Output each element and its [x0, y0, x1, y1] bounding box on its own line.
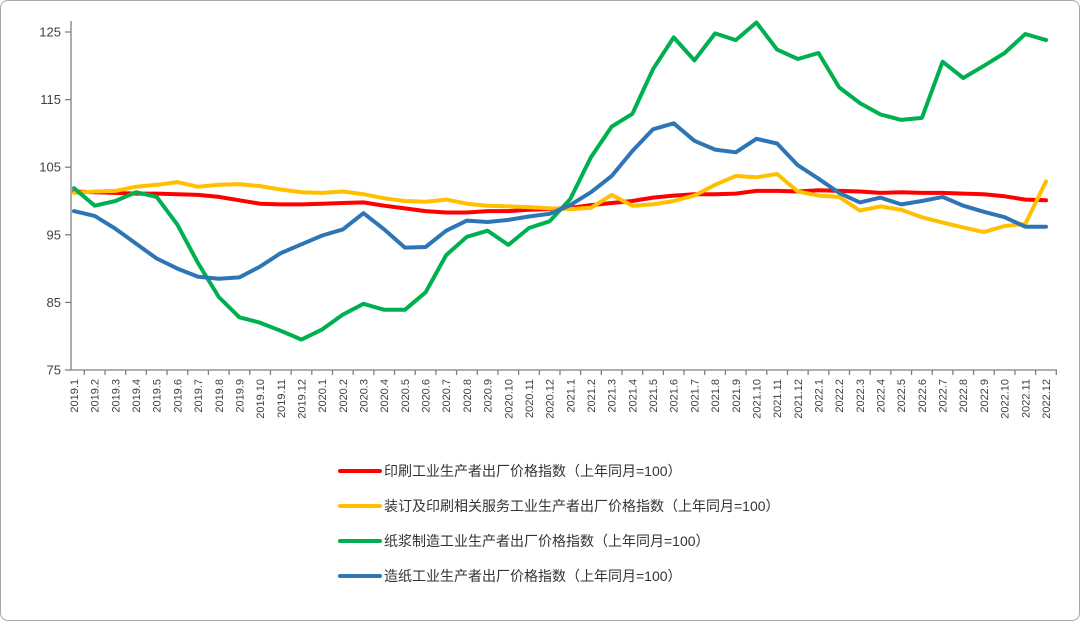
chart-legend: 印刷工业生产者出厂价格指数（上年同月=100） 装订及印刷相关服务工业生产者出厂价…	[338, 462, 780, 585]
series-line-pulp-manufacturing	[72, 20, 1048, 342]
x-tick-label: 2019.12	[296, 379, 308, 419]
x-tick-label: 2020.2	[338, 379, 350, 413]
x-tick-label: 2021.9	[731, 379, 743, 413]
x-tick-label: 2020.1	[317, 379, 329, 413]
x-tick-label: 2019.7	[193, 379, 205, 413]
legend-swatch-printing	[338, 469, 382, 473]
x-tick-label: 2020.9	[483, 379, 495, 413]
x-tick-label: 2020.10	[503, 379, 515, 419]
x-tick-label: 2022.1	[813, 379, 825, 413]
x-tick-label: 2019.9	[234, 379, 246, 413]
y-tick-label: 85	[47, 295, 61, 310]
x-tick-label: 2019.1	[69, 379, 81, 413]
x-tick-label: 2022.7	[938, 379, 950, 413]
x-tick-label: 2019.8	[214, 379, 226, 413]
legend-label-papermaking: 造纸工业生产者出厂价格指数（上年同月=100）	[384, 568, 682, 584]
y-tick-label: 125	[39, 25, 61, 40]
series-line-papermaking	[72, 121, 1048, 281]
x-tick-label: 2022.10	[1000, 379, 1012, 419]
x-tick-label: 2021.10	[751, 379, 763, 419]
x-tick-label: 2020.12	[545, 379, 557, 419]
y-tick-label: 95	[47, 227, 61, 242]
x-tick-label: 2020.3	[359, 379, 371, 413]
x-tick-label: 2021.1	[565, 379, 577, 413]
x-tick-label: 2020.5	[400, 379, 412, 413]
x-tick-label: 2021.6	[669, 379, 681, 413]
x-tick-label: 2022.3	[855, 379, 867, 413]
y-tick-label: 115	[40, 92, 61, 107]
legend-swatch-binding-services	[338, 504, 382, 508]
x-tick-label: 2022.8	[958, 379, 970, 413]
legend-swatch-papermaking	[338, 574, 382, 578]
y-tick-label: 105	[39, 160, 61, 175]
legend-item-papermaking: 造纸工业生产者出厂价格指数（上年同月=100）	[338, 567, 780, 585]
x-tick-label: 2022.6	[917, 379, 929, 413]
x-tick-label: 2019.2	[90, 379, 102, 413]
x-tick-label: 2019.6	[172, 379, 184, 413]
x-tick-label: 2022.2	[834, 379, 846, 413]
x-tick-label: 2021.7	[689, 379, 701, 413]
legend-item-pulp-manufacturing: 纸浆制造工业生产者出厂价格指数（上年同月=100）	[338, 532, 780, 550]
x-tick-label: 2020.4	[379, 379, 391, 413]
y-tick-label: 75	[47, 363, 61, 378]
legend-label-printing: 印刷工业生产者出厂价格指数（上年同月=100）	[384, 463, 682, 479]
x-tick-label: 2020.6	[421, 379, 433, 413]
x-tick-label: 2021.2	[586, 379, 598, 413]
x-tick-label: 2019.4	[131, 379, 143, 413]
x-tick-label: 2021.11	[772, 379, 784, 418]
legend-item-binding-services: 装订及印刷相关服务工业生产者出厂价格指数（上年同月=100）	[338, 497, 780, 515]
x-tick-label: 2021.4	[627, 379, 639, 413]
x-tick-label: 2020.7	[441, 379, 453, 413]
x-tick-label: 2022.4	[876, 379, 888, 413]
legend-label-pulp-manufacturing: 纸浆制造工业生产者出厂价格指数（上年同月=100）	[384, 533, 710, 549]
legend-swatch-pulp-manufacturing	[338, 539, 382, 543]
x-tick-label: 2021.3	[607, 379, 619, 413]
x-tick-label: 2019.11	[276, 379, 288, 418]
x-tick-label: 2019.10	[255, 379, 267, 419]
x-tick-label: 2022.12	[1041, 379, 1053, 419]
x-tick-label: 2020.11	[524, 379, 536, 418]
x-tick-label: 2020.8	[462, 379, 474, 413]
x-tick-label: 2021.5	[648, 379, 660, 413]
x-tick-label: 2021.8	[710, 379, 722, 413]
x-tick-label: 2021.12	[793, 379, 805, 419]
legend-label-binding-services: 装订及印刷相关服务工业生产者出厂价格指数（上年同月=100）	[384, 498, 780, 514]
x-tick-label: 2019.3	[110, 379, 122, 413]
x-tick-label: 2019.5	[152, 379, 164, 413]
x-tick-label: 2022.11	[1020, 379, 1032, 418]
x-tick-label: 2022.9	[979, 379, 991, 413]
x-tick-label: 2022.5	[896, 379, 908, 413]
legend-item-printing: 印刷工业生产者出厂价格指数（上年同月=100）	[338, 462, 780, 480]
